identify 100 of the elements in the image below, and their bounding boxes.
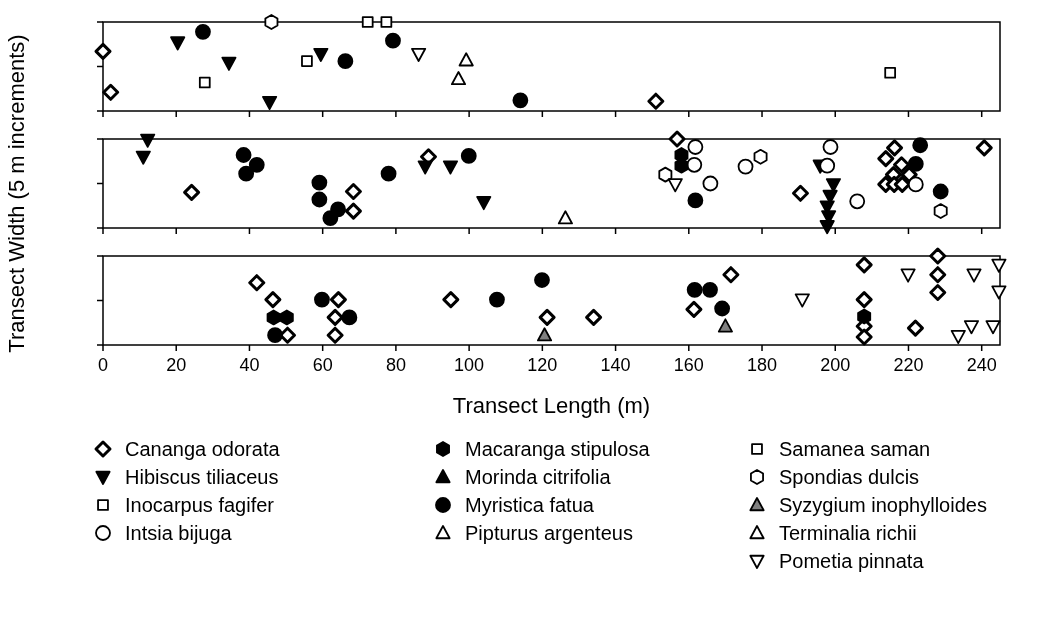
point [900, 268, 916, 283]
point [893, 156, 911, 174]
x-tick-label: 200 [820, 355, 851, 375]
point [686, 156, 703, 173]
point [929, 247, 947, 265]
point [311, 174, 328, 191]
point [264, 291, 282, 309]
y-axis-title: Transect Width (5 m increments) [4, 34, 29, 353]
point [686, 281, 703, 298]
point [929, 283, 947, 301]
x-tick-label: 0 [97, 355, 109, 375]
point [534, 272, 550, 288]
point [538, 308, 556, 326]
point [460, 148, 477, 164]
point [966, 268, 982, 283]
point [753, 148, 768, 165]
point [950, 329, 966, 344]
point [702, 175, 719, 192]
point [183, 183, 201, 201]
legend-label: Samanea saman [779, 438, 931, 460]
point [585, 308, 603, 326]
point [991, 285, 1007, 300]
point [886, 139, 904, 157]
legend-label: Cananga odorata [125, 438, 281, 460]
point [344, 202, 362, 220]
point [857, 308, 872, 325]
x-tick-label: 80 [385, 355, 406, 375]
point [326, 308, 344, 326]
point [991, 258, 1007, 273]
point [329, 291, 347, 309]
point [337, 53, 354, 70]
point [512, 92, 529, 109]
point [963, 320, 979, 335]
point [702, 281, 718, 298]
point [322, 210, 339, 227]
point [687, 192, 704, 209]
point [907, 156, 924, 172]
point [912, 137, 929, 154]
point [279, 309, 294, 326]
point [380, 165, 397, 182]
point [442, 291, 460, 309]
point [380, 16, 393, 28]
point [907, 176, 924, 193]
point [266, 309, 281, 326]
point [822, 139, 839, 155]
x-tick-label: 160 [673, 355, 704, 375]
point [450, 71, 467, 86]
point [262, 95, 278, 110]
point [311, 191, 328, 208]
point [536, 327, 553, 342]
point [248, 274, 266, 292]
point [411, 47, 427, 62]
point [238, 165, 255, 182]
point [855, 291, 873, 309]
point [341, 309, 358, 326]
point [476, 196, 492, 211]
point [985, 320, 1001, 335]
point [794, 293, 810, 308]
point [884, 66, 897, 79]
point [717, 318, 733, 333]
x-tick-label: 40 [239, 355, 260, 375]
point [135, 150, 151, 165]
legend-label: Intsia bijuga [125, 522, 233, 544]
legend-label: Morinda citrifolia [465, 466, 612, 488]
legend-label: Terminalia richii [779, 522, 917, 544]
x-tick-label: 120 [527, 355, 558, 375]
point [929, 266, 947, 284]
point [267, 327, 283, 344]
point [658, 166, 673, 183]
x-tick-label: 100 [454, 355, 485, 375]
point [737, 158, 754, 175]
legend-label: Macaranga stipulosa [465, 438, 651, 460]
legend-label: Hibiscus tiliaceus [125, 466, 279, 488]
x-tick-label: 20 [166, 355, 187, 375]
point [94, 42, 112, 60]
point [668, 130, 686, 148]
point [344, 183, 362, 201]
point [819, 220, 835, 235]
point [687, 139, 704, 155]
point [647, 92, 665, 110]
x-axis-title: Transect Length (m) [452, 393, 651, 418]
point [849, 193, 866, 210]
point [489, 291, 505, 308]
point [235, 147, 252, 163]
point [313, 47, 329, 62]
point [361, 16, 374, 28]
legend-label: Inocarpus fagifer [125, 494, 275, 516]
x-tick-label: 140 [600, 355, 631, 375]
point [301, 55, 313, 68]
point [140, 133, 156, 148]
legend-label: Pometia pinnata [779, 550, 925, 572]
point [385, 32, 401, 49]
legend-label: Myristica fatua [465, 494, 595, 516]
point [893, 175, 911, 193]
point [264, 14, 279, 30]
point [855, 328, 873, 346]
point [458, 52, 474, 67]
point [326, 326, 344, 344]
point [314, 291, 330, 308]
point [722, 266, 740, 284]
